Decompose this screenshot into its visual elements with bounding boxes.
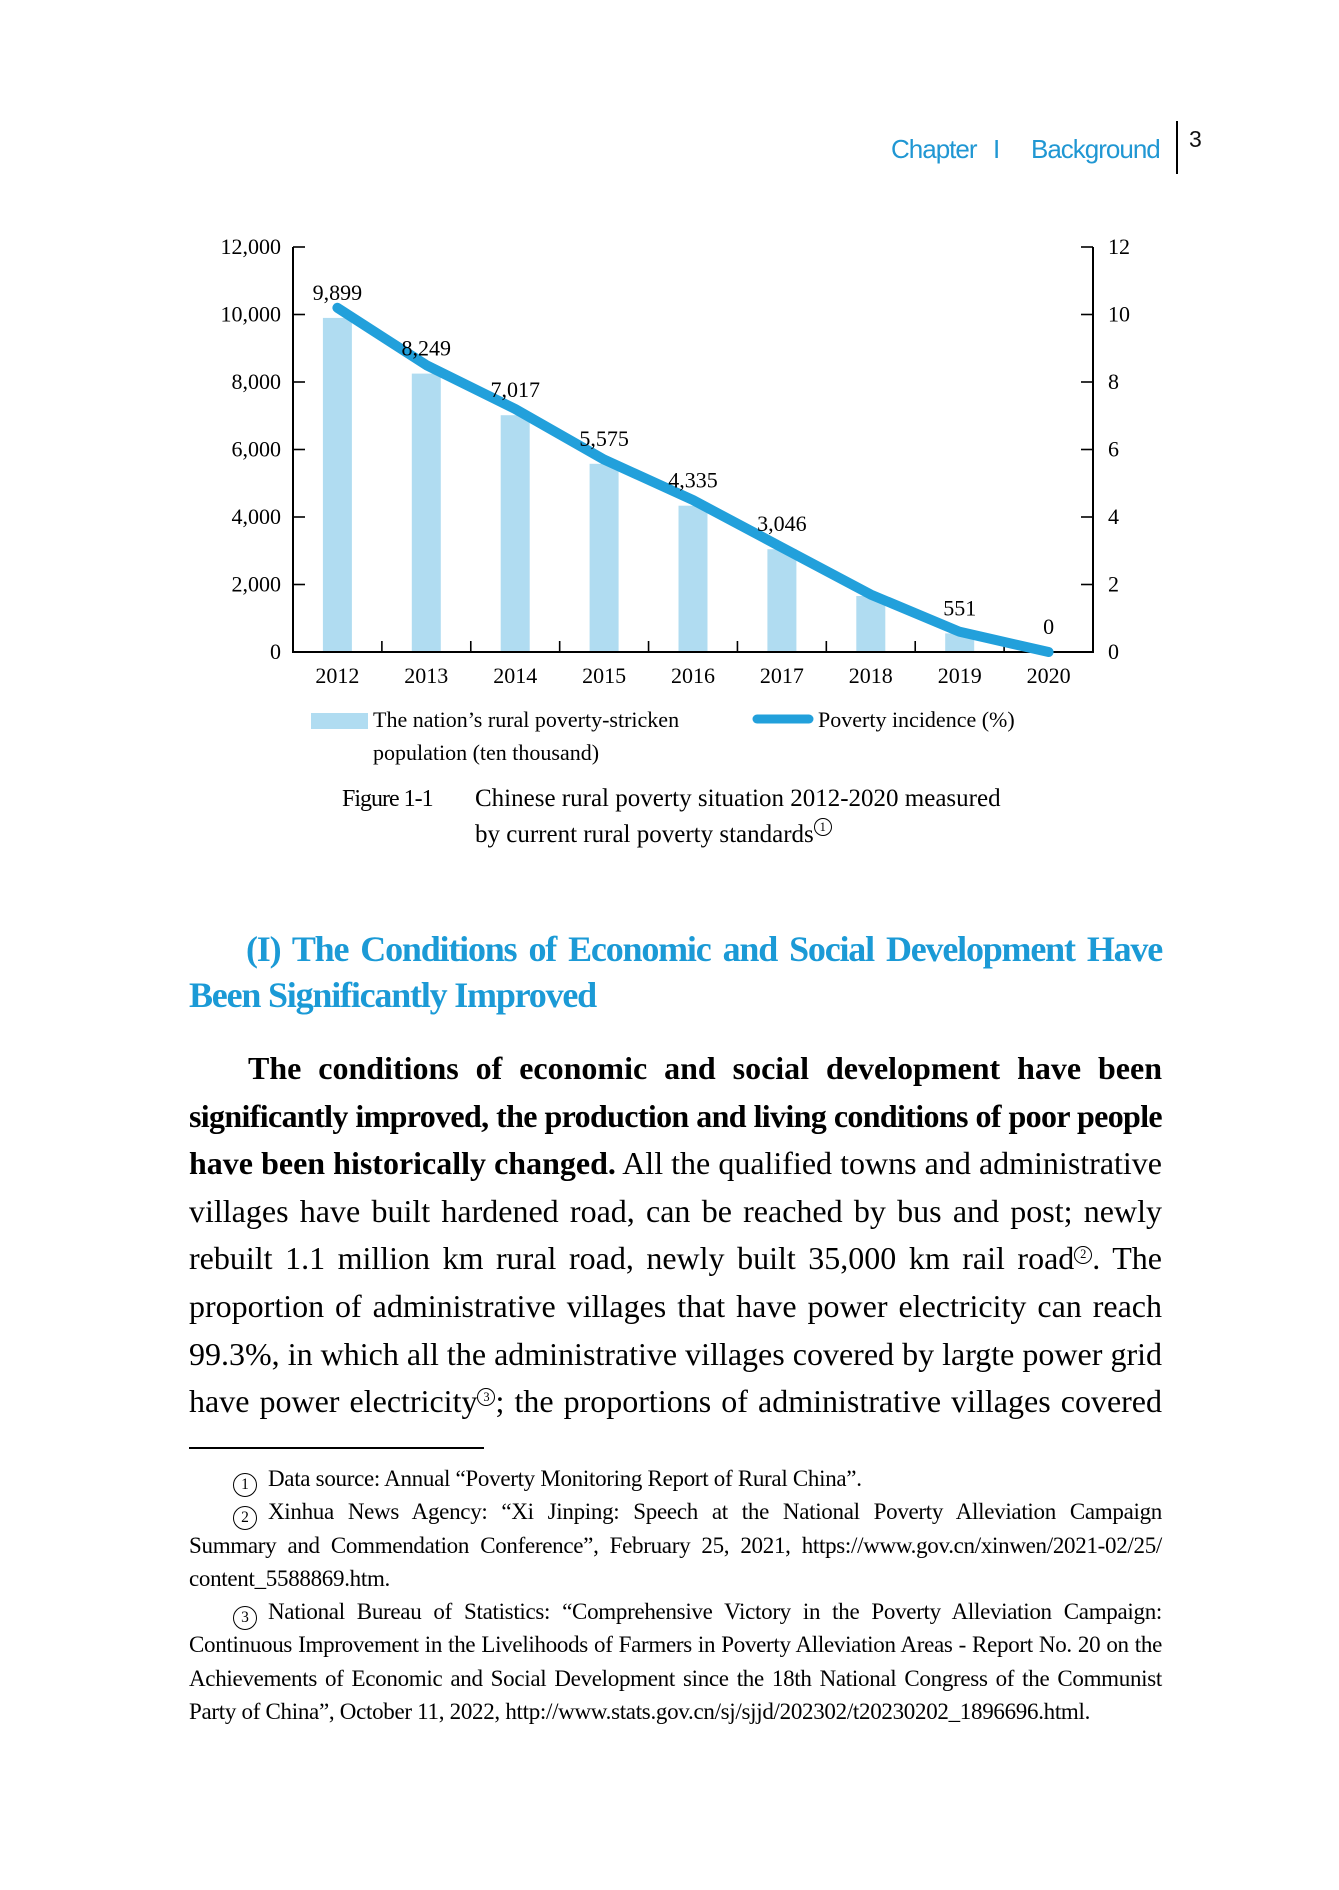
svg-text:2020: 2020: [1027, 663, 1071, 688]
svg-text:7,017: 7,017: [490, 377, 540, 402]
svg-text:6,000: 6,000: [232, 437, 282, 462]
svg-text:12,000: 12,000: [221, 234, 282, 259]
svg-text:8,000: 8,000: [232, 369, 282, 394]
svg-text:6: 6: [1108, 437, 1119, 462]
svg-text:10: 10: [1108, 302, 1130, 327]
svg-text:0: 0: [1043, 614, 1054, 639]
svg-text:2016: 2016: [671, 663, 715, 688]
svg-text:0: 0: [270, 639, 281, 664]
svg-text:Poverty incidence (%): Poverty incidence (%): [818, 707, 1015, 732]
svg-text:2019: 2019: [938, 663, 982, 688]
svg-text:2014: 2014: [493, 663, 537, 688]
svg-text:2018: 2018: [849, 663, 893, 688]
svg-text:4: 4: [1108, 504, 1119, 529]
svg-text:The nation’s rural poverty-str: The nation’s rural poverty-stricken: [373, 707, 679, 732]
svg-text:9,899: 9,899: [313, 280, 363, 305]
svg-text:4,335: 4,335: [668, 468, 718, 493]
svg-text:2015: 2015: [582, 663, 626, 688]
svg-text:2: 2: [1108, 572, 1119, 597]
svg-text:4,000: 4,000: [232, 504, 282, 529]
svg-text:12: 12: [1108, 234, 1130, 259]
svg-text:551: 551: [943, 595, 976, 620]
svg-text:0: 0: [1108, 639, 1119, 664]
svg-text:3,046: 3,046: [757, 511, 807, 536]
svg-text:2017: 2017: [760, 663, 804, 688]
svg-text:population (ten thousand): population (ten thousand): [373, 740, 599, 765]
svg-text:2013: 2013: [404, 663, 448, 688]
svg-text:2012: 2012: [315, 663, 359, 688]
svg-text:8,249: 8,249: [402, 336, 452, 361]
svg-text:2,000: 2,000: [232, 572, 282, 597]
svg-text:5,575: 5,575: [579, 426, 629, 451]
svg-text:10,000: 10,000: [221, 302, 282, 327]
svg-text:8: 8: [1108, 369, 1119, 394]
